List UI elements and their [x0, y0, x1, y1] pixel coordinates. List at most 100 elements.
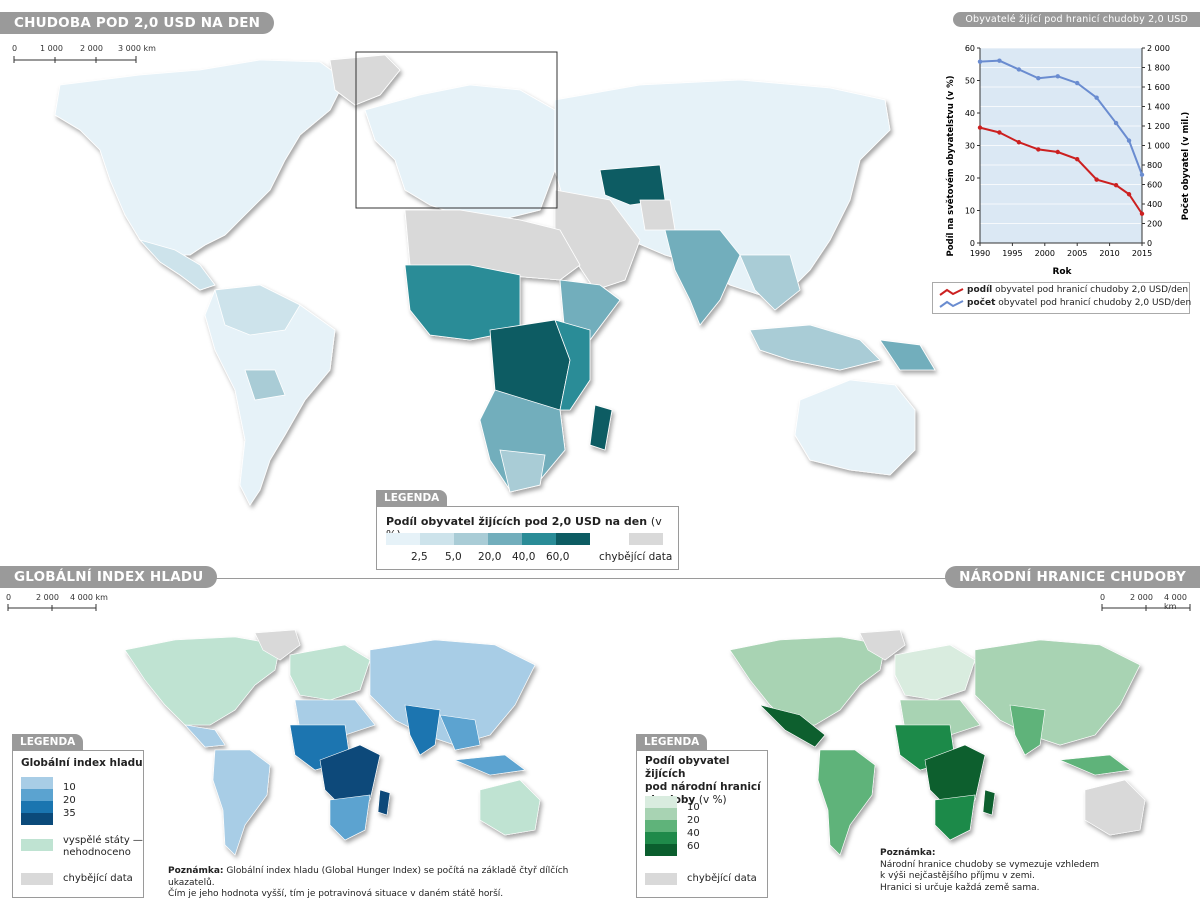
national-australia [1084, 779, 1146, 836]
scale-label-1000: 1 000 [40, 44, 63, 53]
national-note-line2: k výši nejčastějšího příjmu v zemi. [880, 871, 1035, 881]
hunger-africa-central [319, 744, 381, 811]
chart-point-0-7 [1113, 182, 1119, 188]
hunger-se-asia [439, 714, 481, 751]
hunger-scale-2000: 2 000 [36, 593, 59, 602]
scale-label-3000: 3 000 km [118, 44, 156, 53]
south-america-north [214, 284, 301, 336]
chart-y-left-tick-label: 0 [970, 239, 975, 248]
chart-title: Obyvatelé žijící pod hranicí chudoby 2,0… [953, 12, 1200, 27]
hunger-australia [479, 779, 541, 836]
chart-y-right-tick-label: 1 400 [1147, 103, 1170, 112]
chart-y-right-tick-label: 1 200 [1147, 122, 1170, 131]
main-legend-val-1: 5,0 [445, 551, 462, 563]
hunger-legend-title: Globální index hladu [21, 757, 143, 769]
national-africa-south [934, 794, 976, 841]
chart-y-left-tick-label: 40 [965, 109, 975, 118]
chart-legend-item-1: podíl obyvatel pod hranicí chudoby 2,0 U… [967, 285, 1188, 295]
national-legend-val-40: 40 [687, 828, 700, 839]
hunger-legend: Globální index hladu 10 20 35 vyspělé st… [12, 750, 144, 898]
chart-series-line-1 [979, 59, 1143, 176]
chart-point-1-8 [1126, 138, 1132, 143]
national-note-line3: Hranici si určuje každá země sama. [880, 882, 1040, 893]
hunger-legend-developed-2: nehodnoceno [63, 847, 131, 858]
chart-point-1-4 [1055, 74, 1060, 79]
national-madagascar [982, 789, 996, 816]
hunger-map-title: GLOBÁLNÍ INDEX HLADU [0, 566, 218, 588]
chart-y-right-tick-label: 800 [1147, 161, 1162, 170]
chart-point-1-5 [1075, 80, 1080, 86]
national-scale-0: 0 [1100, 593, 1106, 602]
chart-y-right-tick-label: 1 800 [1147, 64, 1170, 73]
hunger-swatch-developed [21, 839, 53, 851]
hunger-swatch-missing [21, 873, 53, 885]
national-swatch-1 [645, 808, 677, 820]
indonesia [749, 324, 881, 371]
chart-x-tick-label: 2005 [1067, 249, 1087, 258]
main-legend-val-3: 40,0 [512, 551, 536, 563]
national-south-asia [1009, 704, 1046, 756]
southeast-asia [739, 254, 801, 311]
main-swatch-1 [420, 533, 454, 545]
chart-point-1-2 [1016, 67, 1022, 72]
chart-series-line-0 [979, 126, 1143, 215]
hunger-scale-4000: 4 000 km [70, 593, 108, 602]
hunger-swatch-1 [21, 777, 53, 789]
chart-y-right-tick-label: 1 000 [1147, 142, 1170, 151]
europe [364, 84, 556, 221]
chart-y-right-tick-label: 0 [1147, 239, 1152, 248]
national-swatch-0 [645, 796, 677, 808]
chart-point-0-3 [1036, 147, 1041, 152]
hunger-scale-0: 0 [6, 593, 12, 602]
chart-y-left-tick-label: 50 [965, 77, 975, 86]
chart-legend-rest-1: obyvatel pod hranicí chudoby 2,0 USD/den [995, 285, 1189, 295]
hunger-world-map [124, 629, 541, 856]
main-swatch-missing [629, 533, 663, 545]
national-legend-missing: chybějící data [687, 873, 757, 884]
chart-point-0-5 [1075, 156, 1080, 162]
chart-x-tick-label: 2010 [1099, 249, 1119, 258]
national-swatch-missing [645, 873, 677, 885]
chart-point-0-0 [977, 125, 983, 130]
hunger-greenland [254, 629, 301, 661]
hunger-south-asia [404, 704, 441, 756]
main-legend-tab: LEGENDA [376, 490, 448, 506]
hunger-legend-missing: chybějící data [63, 873, 133, 884]
chart-point-1-0 [977, 59, 983, 64]
national-map-title: NÁRODNÍ HRANICE CHUDOBY [945, 566, 1200, 588]
national-legend-val-20: 20 [687, 815, 700, 826]
main-swatch-4 [522, 533, 556, 545]
chart-legend: podíl obyvatel pod hranicí chudoby 2,0 U… [932, 282, 1192, 314]
national-legend-unit: (v %) [698, 794, 727, 806]
hunger-africa-south [329, 794, 371, 841]
chart-point-1-3 [1036, 76, 1041, 81]
main-world-map [54, 51, 936, 506]
national-asia [974, 639, 1141, 746]
chart-legend-red-line [939, 288, 964, 296]
chart-y-right-tick-label: 400 [1147, 200, 1162, 209]
chart-point-0-1 [997, 130, 1002, 135]
national-note-bold: Poznámka: [880, 848, 936, 858]
hunger-legend-val-35: 35 [63, 808, 76, 819]
chart-y-left-tick-label: 20 [965, 174, 975, 183]
national-scale-2000: 2 000 [1130, 593, 1153, 602]
north-america [54, 59, 346, 256]
national-south-america [817, 749, 876, 856]
national-scale-4000: 4 000 km [1164, 593, 1187, 611]
national-europe [894, 644, 976, 701]
chart-y-left-tick-label: 10 [965, 207, 975, 216]
hunger-indonesia [454, 754, 526, 776]
main-swatch-3 [488, 533, 522, 545]
chart-legend-rest-2: obyvatel pod hranicí chudoby 2,0 USD/den [998, 298, 1192, 308]
chart-y-right-label: Počet obyvatel (v mil.) [1180, 112, 1191, 221]
national-swatch-2 [645, 820, 677, 832]
national-africa-central [924, 744, 986, 811]
national-legend-val-60: 60 [687, 841, 700, 852]
main-scale-bar [13, 56, 137, 63]
scale-label-0: 0 [12, 44, 18, 53]
hunger-note: Poznámka: Globální index hladu (Global H… [168, 866, 608, 901]
chart-point-0-2 [1016, 140, 1022, 145]
national-central-america [759, 704, 826, 748]
hunger-legend-developed: vyspělé státy — [63, 835, 143, 846]
chart-point-1-6 [1094, 95, 1099, 100]
